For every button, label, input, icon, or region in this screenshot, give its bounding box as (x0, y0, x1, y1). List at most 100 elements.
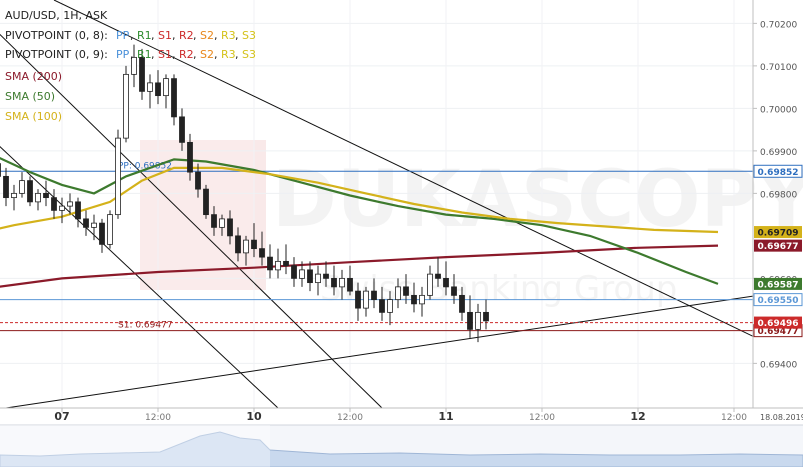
pivot-level-tag: S1: 0.69477 (118, 321, 173, 331)
candle-body (411, 294, 417, 305)
candle (395, 278, 401, 309)
legend-item: S3 (242, 29, 256, 42)
candle-body (211, 214, 217, 228)
legend: AUD/USD, 1H, ASK PIVOTPOINT (0, 8): PP, R1… (5, 9, 256, 123)
candle (227, 210, 233, 245)
candle-body (243, 239, 249, 254)
navigator[interactable] (0, 424, 803, 468)
x-tick-label: 12:00 (145, 413, 171, 423)
trend-line[interactable] (0, 17, 383, 409)
candle (387, 291, 393, 326)
candle (443, 261, 449, 296)
candle-body (403, 286, 409, 296)
candle-body (427, 273, 433, 296)
candle-body (171, 78, 177, 118)
candle-body (3, 175, 9, 199)
legend-item: R1 (137, 29, 152, 42)
trend-line[interactable] (53, 0, 754, 337)
sma-line[interactable] (0, 244, 719, 292)
trend-line[interactable] (0, 115, 279, 409)
indicator-price-box (754, 239, 802, 252)
candle-body (83, 218, 89, 228)
legend-separator: , (151, 48, 155, 61)
candle (435, 257, 441, 287)
candle-body (203, 188, 209, 216)
candle-body (147, 82, 153, 92)
candle (91, 214, 97, 241)
candle-body (35, 192, 41, 203)
indicator-price-box (754, 226, 802, 239)
candle (467, 295, 473, 338)
candle-body (267, 256, 273, 271)
sma-line[interactable] (0, 157, 719, 285)
candle-body (195, 171, 201, 190)
x-tick-label: 11 (438, 410, 453, 423)
candle-body (283, 260, 289, 267)
legend-item: S1 (158, 48, 172, 61)
candle (147, 74, 153, 109)
grid (0, 0, 753, 408)
candle-body (483, 311, 489, 322)
candle (0, 163, 1, 177)
legend-label: PIVOTPOINT (0, 9): (5, 48, 108, 61)
indicator-legend: SMA (50) (5, 90, 55, 103)
candle (307, 261, 313, 292)
legend-item: S2 (200, 48, 214, 61)
indicator-price-label: 0.69587 (758, 280, 799, 290)
candle (363, 286, 369, 317)
legend-item: PP (116, 29, 130, 42)
candle (115, 129, 121, 219)
indicator-price-label: 0.69496 (758, 319, 799, 329)
candle (291, 257, 297, 287)
candle (19, 172, 25, 198)
candle (203, 184, 209, 219)
candle (299, 261, 305, 287)
legend-item: R1 (137, 48, 152, 61)
pivot-level-tag: PP: 0.69852 (118, 161, 172, 171)
trend-line[interactable] (5, 295, 754, 409)
candle (131, 44, 137, 88)
candle (35, 189, 41, 211)
candle (411, 282, 417, 313)
candle (3, 167, 9, 207)
candle (83, 210, 89, 236)
candle (451, 274, 457, 304)
candlesticks (0, 44, 489, 343)
candle (427, 265, 433, 300)
candle (139, 48, 145, 100)
legend-item: S1 (158, 29, 172, 42)
candle-body (459, 294, 465, 313)
candle (155, 70, 161, 105)
level-price-label: 0.69852 (758, 168, 799, 178)
x-tick-label: 07 (54, 410, 69, 423)
navigator-area (0, 431, 803, 468)
candle (315, 265, 321, 296)
candle-body (155, 82, 161, 97)
candle (243, 235, 249, 266)
candle (75, 197, 81, 228)
candle (51, 189, 57, 219)
candle-body (291, 265, 297, 279)
sma-line[interactable] (0, 166, 719, 236)
legend-separator: , (172, 48, 176, 61)
candle-body (307, 269, 313, 284)
level-price-box (753, 164, 803, 178)
candle-body (299, 269, 305, 279)
legend-separator: , (235, 29, 239, 42)
legend-label: PIVOTPOINT (0, 8): (5, 29, 108, 42)
candle-body (235, 235, 241, 254)
candle-body (51, 197, 57, 211)
candle-body (395, 286, 401, 301)
candle-body (371, 290, 377, 301)
candle-body (67, 201, 73, 207)
candle (107, 210, 113, 249)
x-tick-label: 12:00 (337, 413, 363, 423)
legend-separator: , (130, 48, 134, 61)
candle (99, 218, 105, 253)
candle-body (347, 277, 353, 292)
candle-body (75, 201, 81, 220)
candle (123, 65, 129, 143)
navigator-window[interactable] (0, 425, 270, 467)
